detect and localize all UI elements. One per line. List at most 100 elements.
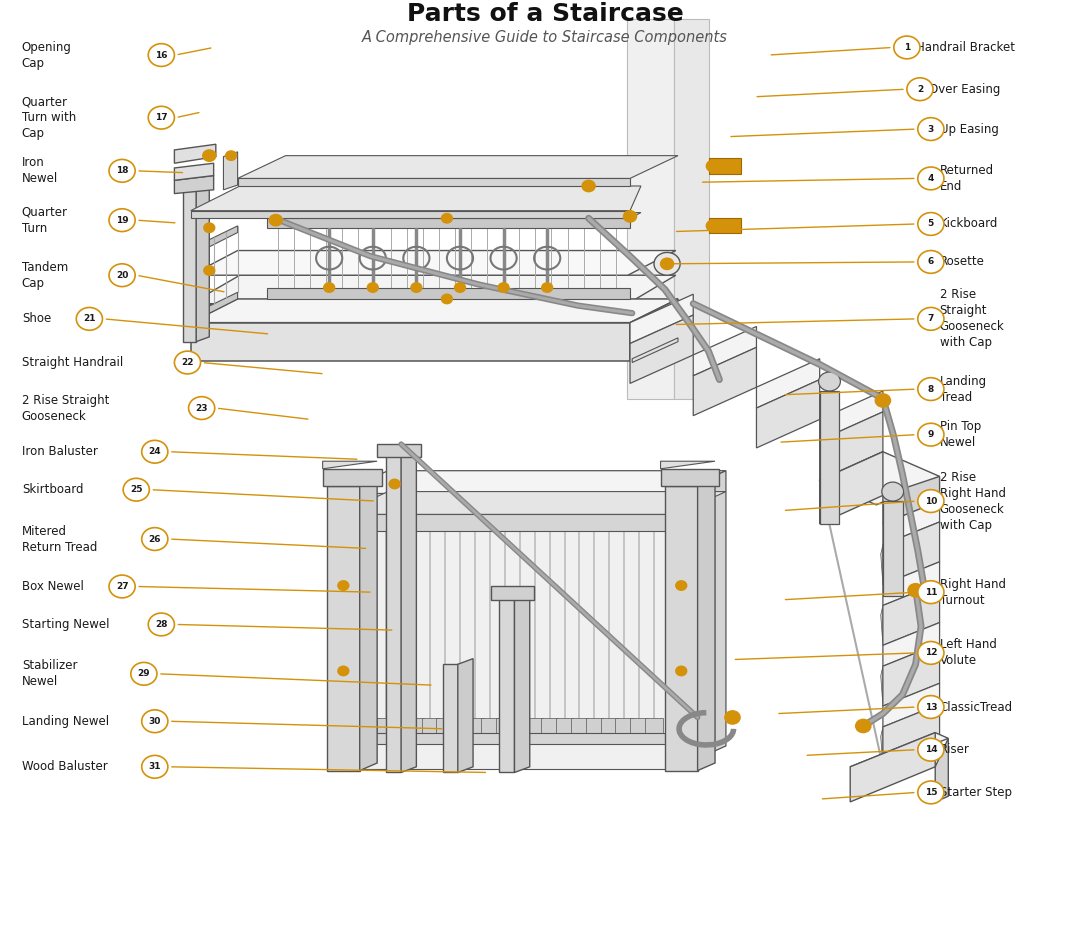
Polygon shape <box>191 226 238 256</box>
Text: 19: 19 <box>116 215 129 225</box>
Circle shape <box>109 264 135 287</box>
Polygon shape <box>496 718 513 733</box>
Polygon shape <box>481 718 498 733</box>
Text: Skirtboard: Skirtboard <box>22 483 83 496</box>
Polygon shape <box>191 299 678 323</box>
Circle shape <box>918 167 944 190</box>
Polygon shape <box>661 469 719 486</box>
Text: 1: 1 <box>904 43 910 52</box>
Polygon shape <box>693 326 756 376</box>
Polygon shape <box>616 718 633 733</box>
Circle shape <box>661 258 674 270</box>
Polygon shape <box>467 718 484 733</box>
Polygon shape <box>556 718 573 733</box>
Polygon shape <box>401 450 416 772</box>
Circle shape <box>676 581 687 590</box>
Polygon shape <box>511 718 529 733</box>
Text: 13: 13 <box>924 702 937 712</box>
Circle shape <box>338 666 349 676</box>
Circle shape <box>455 283 465 292</box>
Polygon shape <box>756 380 820 448</box>
Text: Opening
Cap: Opening Cap <box>22 41 72 69</box>
Circle shape <box>269 214 282 226</box>
Text: Wood Baluster: Wood Baluster <box>22 760 108 773</box>
Text: 4: 4 <box>928 174 934 183</box>
Text: Pin Top
Newel: Pin Top Newel <box>940 420 981 449</box>
Text: Tandem
Cap: Tandem Cap <box>22 261 68 289</box>
Text: 20: 20 <box>116 270 129 280</box>
Circle shape <box>918 696 944 718</box>
Circle shape <box>918 642 944 664</box>
Polygon shape <box>338 733 676 744</box>
Circle shape <box>908 584 923 597</box>
Polygon shape <box>883 643 940 706</box>
Circle shape <box>142 710 168 733</box>
Polygon shape <box>630 299 678 361</box>
Text: 6: 6 <box>928 257 934 267</box>
Text: Landing
Tread: Landing Tread <box>940 375 986 403</box>
Polygon shape <box>196 185 209 342</box>
Polygon shape <box>238 156 678 178</box>
Polygon shape <box>541 718 558 733</box>
Polygon shape <box>223 152 238 190</box>
Polygon shape <box>323 461 377 469</box>
Polygon shape <box>601 718 618 733</box>
Polygon shape <box>436 718 453 733</box>
Polygon shape <box>191 275 676 304</box>
Circle shape <box>148 44 174 66</box>
Circle shape <box>706 160 719 172</box>
Circle shape <box>918 423 944 446</box>
Circle shape <box>174 351 201 374</box>
Circle shape <box>498 283 509 292</box>
Text: 2 Rise
Right Hand
Gooseneck
with Cap: 2 Rise Right Hand Gooseneck with Cap <box>940 471 1006 531</box>
Polygon shape <box>820 391 839 524</box>
Circle shape <box>918 213 944 235</box>
Polygon shape <box>585 718 603 733</box>
Polygon shape <box>338 471 726 493</box>
Polygon shape <box>267 218 630 228</box>
Polygon shape <box>526 718 544 733</box>
Polygon shape <box>174 176 214 194</box>
Text: 9: 9 <box>928 430 934 439</box>
Circle shape <box>582 180 595 192</box>
Polygon shape <box>935 738 948 802</box>
Polygon shape <box>191 304 628 342</box>
Circle shape <box>441 214 452 223</box>
Text: Up Easing: Up Easing <box>940 122 998 136</box>
Polygon shape <box>458 659 473 772</box>
Polygon shape <box>674 19 708 399</box>
Circle shape <box>725 711 740 724</box>
Circle shape <box>76 307 102 330</box>
Polygon shape <box>407 718 424 733</box>
Polygon shape <box>191 292 238 323</box>
Polygon shape <box>708 218 741 233</box>
Polygon shape <box>451 718 469 733</box>
Polygon shape <box>627 19 674 399</box>
Polygon shape <box>661 461 715 469</box>
Polygon shape <box>514 592 530 772</box>
Text: Parts of a Staircase: Parts of a Staircase <box>407 2 683 26</box>
Text: 7: 7 <box>928 314 934 324</box>
Circle shape <box>204 223 215 233</box>
Polygon shape <box>391 718 409 733</box>
Text: 10: 10 <box>924 496 937 506</box>
Polygon shape <box>191 251 676 275</box>
Polygon shape <box>881 727 883 767</box>
Circle shape <box>123 478 149 501</box>
Polygon shape <box>630 718 647 733</box>
Text: 27: 27 <box>116 582 129 591</box>
Circle shape <box>918 581 944 604</box>
Circle shape <box>875 394 891 407</box>
Text: Riser: Riser <box>940 743 969 756</box>
Text: 12: 12 <box>924 648 937 658</box>
Text: Quarter
Turn: Quarter Turn <box>22 206 68 234</box>
Text: Returned
End: Returned End <box>940 164 994 193</box>
Text: 23: 23 <box>195 403 208 413</box>
Circle shape <box>542 283 553 292</box>
Circle shape <box>189 397 215 419</box>
Polygon shape <box>850 733 948 772</box>
Polygon shape <box>850 733 935 802</box>
Polygon shape <box>630 294 693 344</box>
Polygon shape <box>708 158 741 174</box>
Circle shape <box>918 378 944 400</box>
